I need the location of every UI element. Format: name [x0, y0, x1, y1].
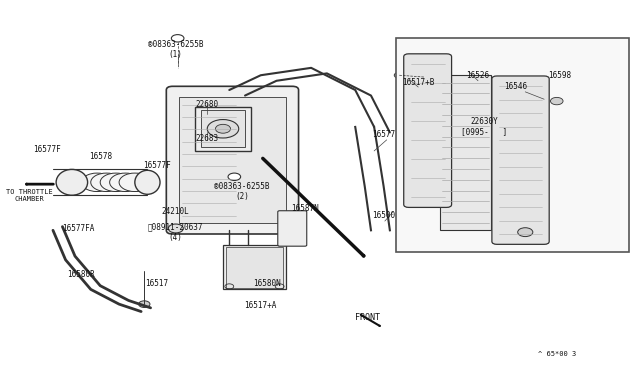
- Text: FRONT: FRONT: [355, 312, 380, 321]
- Text: 22683: 22683: [196, 134, 219, 142]
- Bar: [396, 38, 629, 253]
- Circle shape: [228, 173, 241, 180]
- Text: 16580N: 16580N: [253, 279, 281, 288]
- Bar: [179, 97, 286, 223]
- Circle shape: [168, 224, 183, 233]
- Bar: [223, 245, 286, 289]
- Text: 22680: 22680: [196, 100, 219, 109]
- Text: 16577F: 16577F: [143, 161, 171, 170]
- Text: 22630Y
[0995-   ]: 22630Y [0995- ]: [461, 117, 508, 137]
- Circle shape: [550, 97, 563, 105]
- Text: 16577FA: 16577FA: [62, 224, 94, 233]
- Text: 16546: 16546: [504, 82, 527, 91]
- Text: 16517: 16517: [145, 279, 168, 288]
- Text: 16517+B: 16517+B: [402, 78, 435, 87]
- Circle shape: [477, 128, 500, 141]
- Text: TO THROTTLE
CHAMBER: TO THROTTLE CHAMBER: [6, 189, 52, 202]
- Bar: [226, 247, 283, 288]
- Text: ®08363-6255B
(1): ®08363-6255B (1): [148, 40, 204, 59]
- Text: ®08363-6255B
(2): ®08363-6255B (2): [214, 182, 269, 201]
- Text: 24210L: 24210L: [162, 207, 189, 217]
- Text: ⓝ08911-20637
(4): ⓝ08911-20637 (4): [148, 222, 204, 242]
- Circle shape: [119, 173, 150, 192]
- Text: 16577: 16577: [372, 130, 395, 139]
- Text: 16580R: 16580R: [67, 270, 95, 279]
- Circle shape: [81, 173, 113, 192]
- Circle shape: [207, 119, 239, 138]
- Circle shape: [100, 173, 132, 192]
- FancyBboxPatch shape: [278, 211, 307, 246]
- Text: 16526: 16526: [467, 71, 490, 80]
- Text: 16577F: 16577F: [33, 145, 61, 154]
- FancyBboxPatch shape: [404, 54, 452, 208]
- FancyBboxPatch shape: [166, 86, 299, 234]
- Circle shape: [109, 173, 141, 192]
- Text: 16598: 16598: [548, 71, 572, 80]
- Text: 16517+A: 16517+A: [244, 301, 277, 311]
- Text: 16500: 16500: [372, 211, 395, 220]
- Ellipse shape: [56, 169, 88, 195]
- FancyBboxPatch shape: [465, 118, 513, 151]
- Bar: [201, 110, 245, 147]
- Ellipse shape: [135, 170, 160, 194]
- Circle shape: [216, 124, 230, 133]
- Bar: [440, 75, 491, 230]
- Bar: [195, 107, 252, 151]
- Text: ^ 65*00 3: ^ 65*00 3: [538, 351, 576, 357]
- FancyBboxPatch shape: [492, 76, 549, 244]
- Circle shape: [518, 228, 533, 237]
- Circle shape: [172, 35, 184, 42]
- Text: 16578: 16578: [88, 152, 112, 161]
- Text: 16587N: 16587N: [291, 203, 319, 213]
- Circle shape: [91, 173, 122, 192]
- Circle shape: [139, 301, 150, 308]
